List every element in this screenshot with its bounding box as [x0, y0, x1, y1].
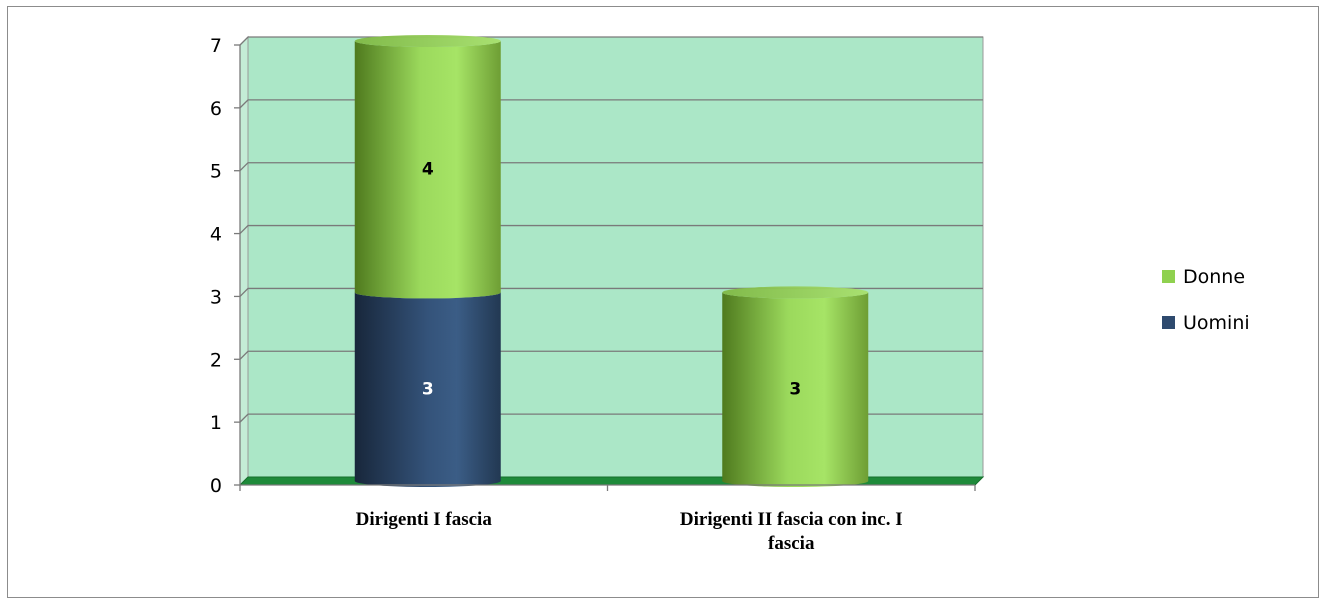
- bar-donne-1: [722, 292, 869, 488]
- legend-swatch-donne: [1162, 270, 1175, 283]
- bar-donne-0: [354, 41, 501, 299]
- plot-floor: [238, 476, 985, 486]
- legend: Donne Uomini: [1162, 266, 1250, 334]
- y-tick-label: 5: [210, 161, 222, 183]
- gridline: [239, 36, 983, 46]
- y-tick-label: 4: [210, 224, 222, 246]
- y-tick-label: 6: [210, 98, 222, 120]
- bar-top-donne-0: [354, 35, 501, 47]
- plot-area: [238, 35, 985, 487]
- gridline: [239, 99, 983, 109]
- axes: 0 1 2 3 4 5 6 7 Dirigenti I fascia Dirigenti II f…: [210, 35, 976, 554]
- bar-top-donne-1: [722, 286, 869, 299]
- chart-marks: 3 4 3: [354, 35, 869, 488]
- y-tick-label: 1: [210, 412, 222, 434]
- gridline: [239, 224, 983, 235]
- y-tick-label: 3: [210, 286, 222, 308]
- y-tick-label: 0: [210, 475, 222, 497]
- legend-label-donne: Donne: [1183, 266, 1245, 288]
- legend-label-uomini: Uomini: [1183, 312, 1250, 334]
- category-label-line: Dirigenti II fascia con inc. I: [680, 509, 903, 530]
- y-tick-label: 7: [210, 35, 222, 57]
- category-label-line: Dirigenti I fascia: [356, 509, 493, 530]
- category-label-line: fascia: [768, 533, 815, 554]
- y-tick-label: 2: [210, 349, 222, 371]
- gridline: [239, 287, 983, 297]
- data-label-uomini-0: 3: [422, 380, 434, 400]
- data-label-donne-0: 4: [422, 160, 434, 180]
- category-label-0: Dirigenti I fascia: [356, 509, 493, 530]
- bar-uomini-0: [354, 292, 501, 488]
- legend-swatch-uomini: [1162, 316, 1175, 329]
- data-label-donne-1: 3: [789, 380, 801, 400]
- gridline: [239, 162, 983, 172]
- category-label-1: Dirigenti II fascia con inc. I fascia: [680, 509, 903, 554]
